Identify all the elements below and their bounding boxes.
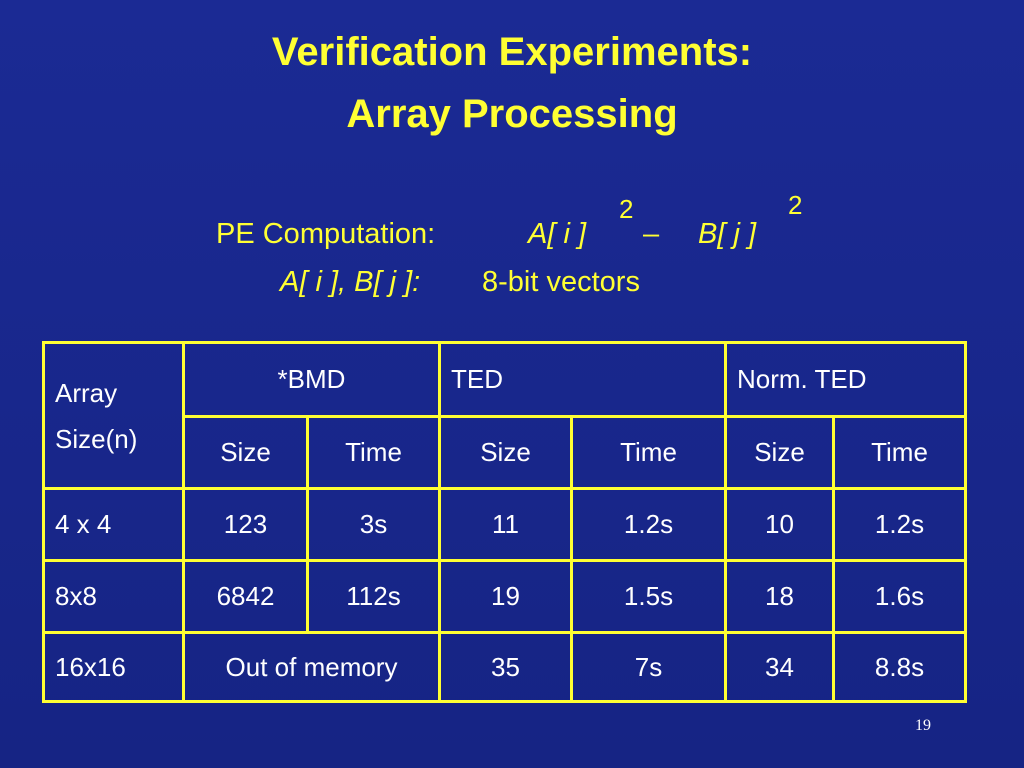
table-cell: Size — [182, 415, 309, 490]
page-number: 19 — [915, 717, 931, 734]
table-cell: 1.2s — [832, 487, 967, 562]
table-cell: 112s — [306, 559, 441, 634]
table-cell: 35 — [438, 631, 573, 703]
table-cell: 18 — [724, 559, 835, 634]
table-cell: 123 — [182, 487, 309, 562]
table-row: 16x16 Out of memory 35 7s 34 8.8s — [42, 631, 967, 703]
table-row: 4 x 4 123 3s 11 1.2s 10 1.2s — [42, 487, 967, 562]
formula-exp: 2 — [619, 194, 634, 224]
table-cell: 7s — [570, 631, 727, 703]
formula-minus: – — [643, 218, 660, 250]
results-table: Array Size(n) *BMD TED Norm. TED Size Time… — [42, 341, 967, 703]
table-cell: Time — [570, 415, 727, 490]
table-cell: 4 x 4 — [42, 487, 185, 562]
table-cell: 3s — [306, 487, 441, 562]
table-cell: Time — [832, 415, 967, 490]
table-cell: Size — [438, 415, 573, 490]
table-cell: Size — [724, 415, 835, 490]
table-cell: 6842 — [182, 559, 309, 634]
note-vars: A[ i ], B[ j ]: — [280, 266, 421, 298]
table-cell: 1.6s — [832, 559, 967, 634]
formula-exp: 2 — [788, 190, 803, 220]
table-cell: 16x16 — [42, 631, 185, 703]
table-cell: 10 — [724, 487, 835, 562]
header-cell: Norm. TED — [724, 341, 967, 418]
table-cell: 1.2s — [570, 487, 727, 562]
table-cell: Out of memory — [182, 631, 441, 703]
header-cell: *BMD — [182, 341, 441, 418]
formula-a: A[ i ] — [528, 218, 587, 250]
title-line: Verification Experiments: — [271, 30, 753, 74]
table-cell: 11 — [438, 487, 573, 562]
header-cell: Array Size(n) — [42, 341, 185, 490]
table-cell: 8.8s — [832, 631, 967, 703]
table-cell: 19 — [438, 559, 573, 634]
formula-label: PE Computation: — [216, 218, 436, 250]
header-text: Array — [55, 377, 118, 408]
title-line: Array Processing — [346, 92, 678, 136]
table-cell: 8x8 — [42, 559, 185, 634]
table-cell: 34 — [724, 631, 835, 703]
table-cell: Time — [306, 415, 441, 490]
table-row: 8x8 6842 112s 19 1.5s 18 1.6s — [42, 559, 967, 634]
formula-b: B[ j ] — [698, 218, 757, 250]
header-cell: TED — [438, 341, 727, 418]
note-text: 8-bit vectors — [482, 266, 640, 298]
header-text: Size(n) — [55, 423, 138, 454]
table-cell: 1.5s — [570, 559, 727, 634]
